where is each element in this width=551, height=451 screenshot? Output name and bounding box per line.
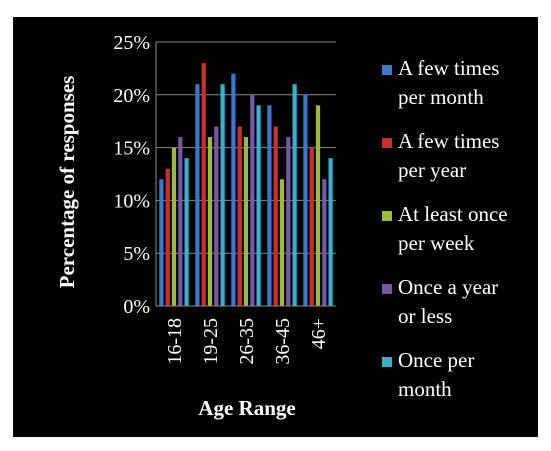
bar xyxy=(273,126,278,306)
bars xyxy=(159,63,333,307)
legend-label: Once per xyxy=(398,348,474,372)
bar xyxy=(237,126,242,306)
x-tick-label: 46+ xyxy=(308,318,330,349)
x-tick-label: 16-18 xyxy=(164,318,186,365)
legend-label: Once a year xyxy=(398,275,498,299)
bar xyxy=(207,137,213,306)
bar xyxy=(165,168,170,306)
bar xyxy=(322,179,327,306)
bar xyxy=(292,84,297,307)
x-tick-label: 26-35 xyxy=(236,318,258,365)
bar xyxy=(279,179,285,306)
bar xyxy=(243,137,249,306)
bar xyxy=(267,105,272,306)
y-tick-label: 5% xyxy=(123,243,150,265)
bar xyxy=(195,84,200,307)
x-axis-title: Age Range xyxy=(198,396,295,420)
bar xyxy=(220,84,225,307)
bar xyxy=(315,105,321,306)
y-tick-label: 0% xyxy=(123,296,150,318)
bar xyxy=(250,94,255,306)
y-tick-label: 15% xyxy=(113,138,150,160)
bar xyxy=(171,147,177,306)
legend: A few times per month A few times per year A… xyxy=(382,56,508,401)
legend-label: per year xyxy=(398,158,466,182)
legend-label: per month xyxy=(398,85,484,109)
legend-label: per week xyxy=(398,231,475,255)
bar xyxy=(201,63,206,307)
legend-label: At least once xyxy=(398,202,508,226)
x-tick-label: 19-25 xyxy=(200,318,222,365)
y-tick-label: 10% xyxy=(113,190,150,212)
bar xyxy=(159,179,164,306)
legend-label: A few times xyxy=(398,56,499,80)
bar xyxy=(184,158,189,306)
bar xyxy=(256,105,261,306)
y-tick-label: 20% xyxy=(113,85,150,107)
bar xyxy=(303,94,308,306)
bar xyxy=(214,126,219,306)
axes: 0% 5% 10% 15% 20% 25% 16-18 19-25 26-35 36-45 46+ xyxy=(113,32,336,365)
bar xyxy=(328,158,333,306)
y-axis-title: Percentage of responses xyxy=(55,76,79,289)
x-tick-label: 36-45 xyxy=(272,318,294,365)
bar xyxy=(178,137,183,306)
legend-swatch xyxy=(382,65,392,75)
bar xyxy=(286,137,291,306)
legend-swatch xyxy=(382,357,392,367)
y-tick-label: 25% xyxy=(113,32,150,54)
bar xyxy=(309,147,314,306)
legend-label: A few times xyxy=(398,129,499,153)
legend-swatch xyxy=(382,138,392,148)
legend-label: month xyxy=(398,377,452,401)
legend-swatch xyxy=(382,211,392,221)
legend-label: or less xyxy=(398,304,452,328)
legend-swatch xyxy=(382,284,392,294)
bar xyxy=(231,73,236,307)
